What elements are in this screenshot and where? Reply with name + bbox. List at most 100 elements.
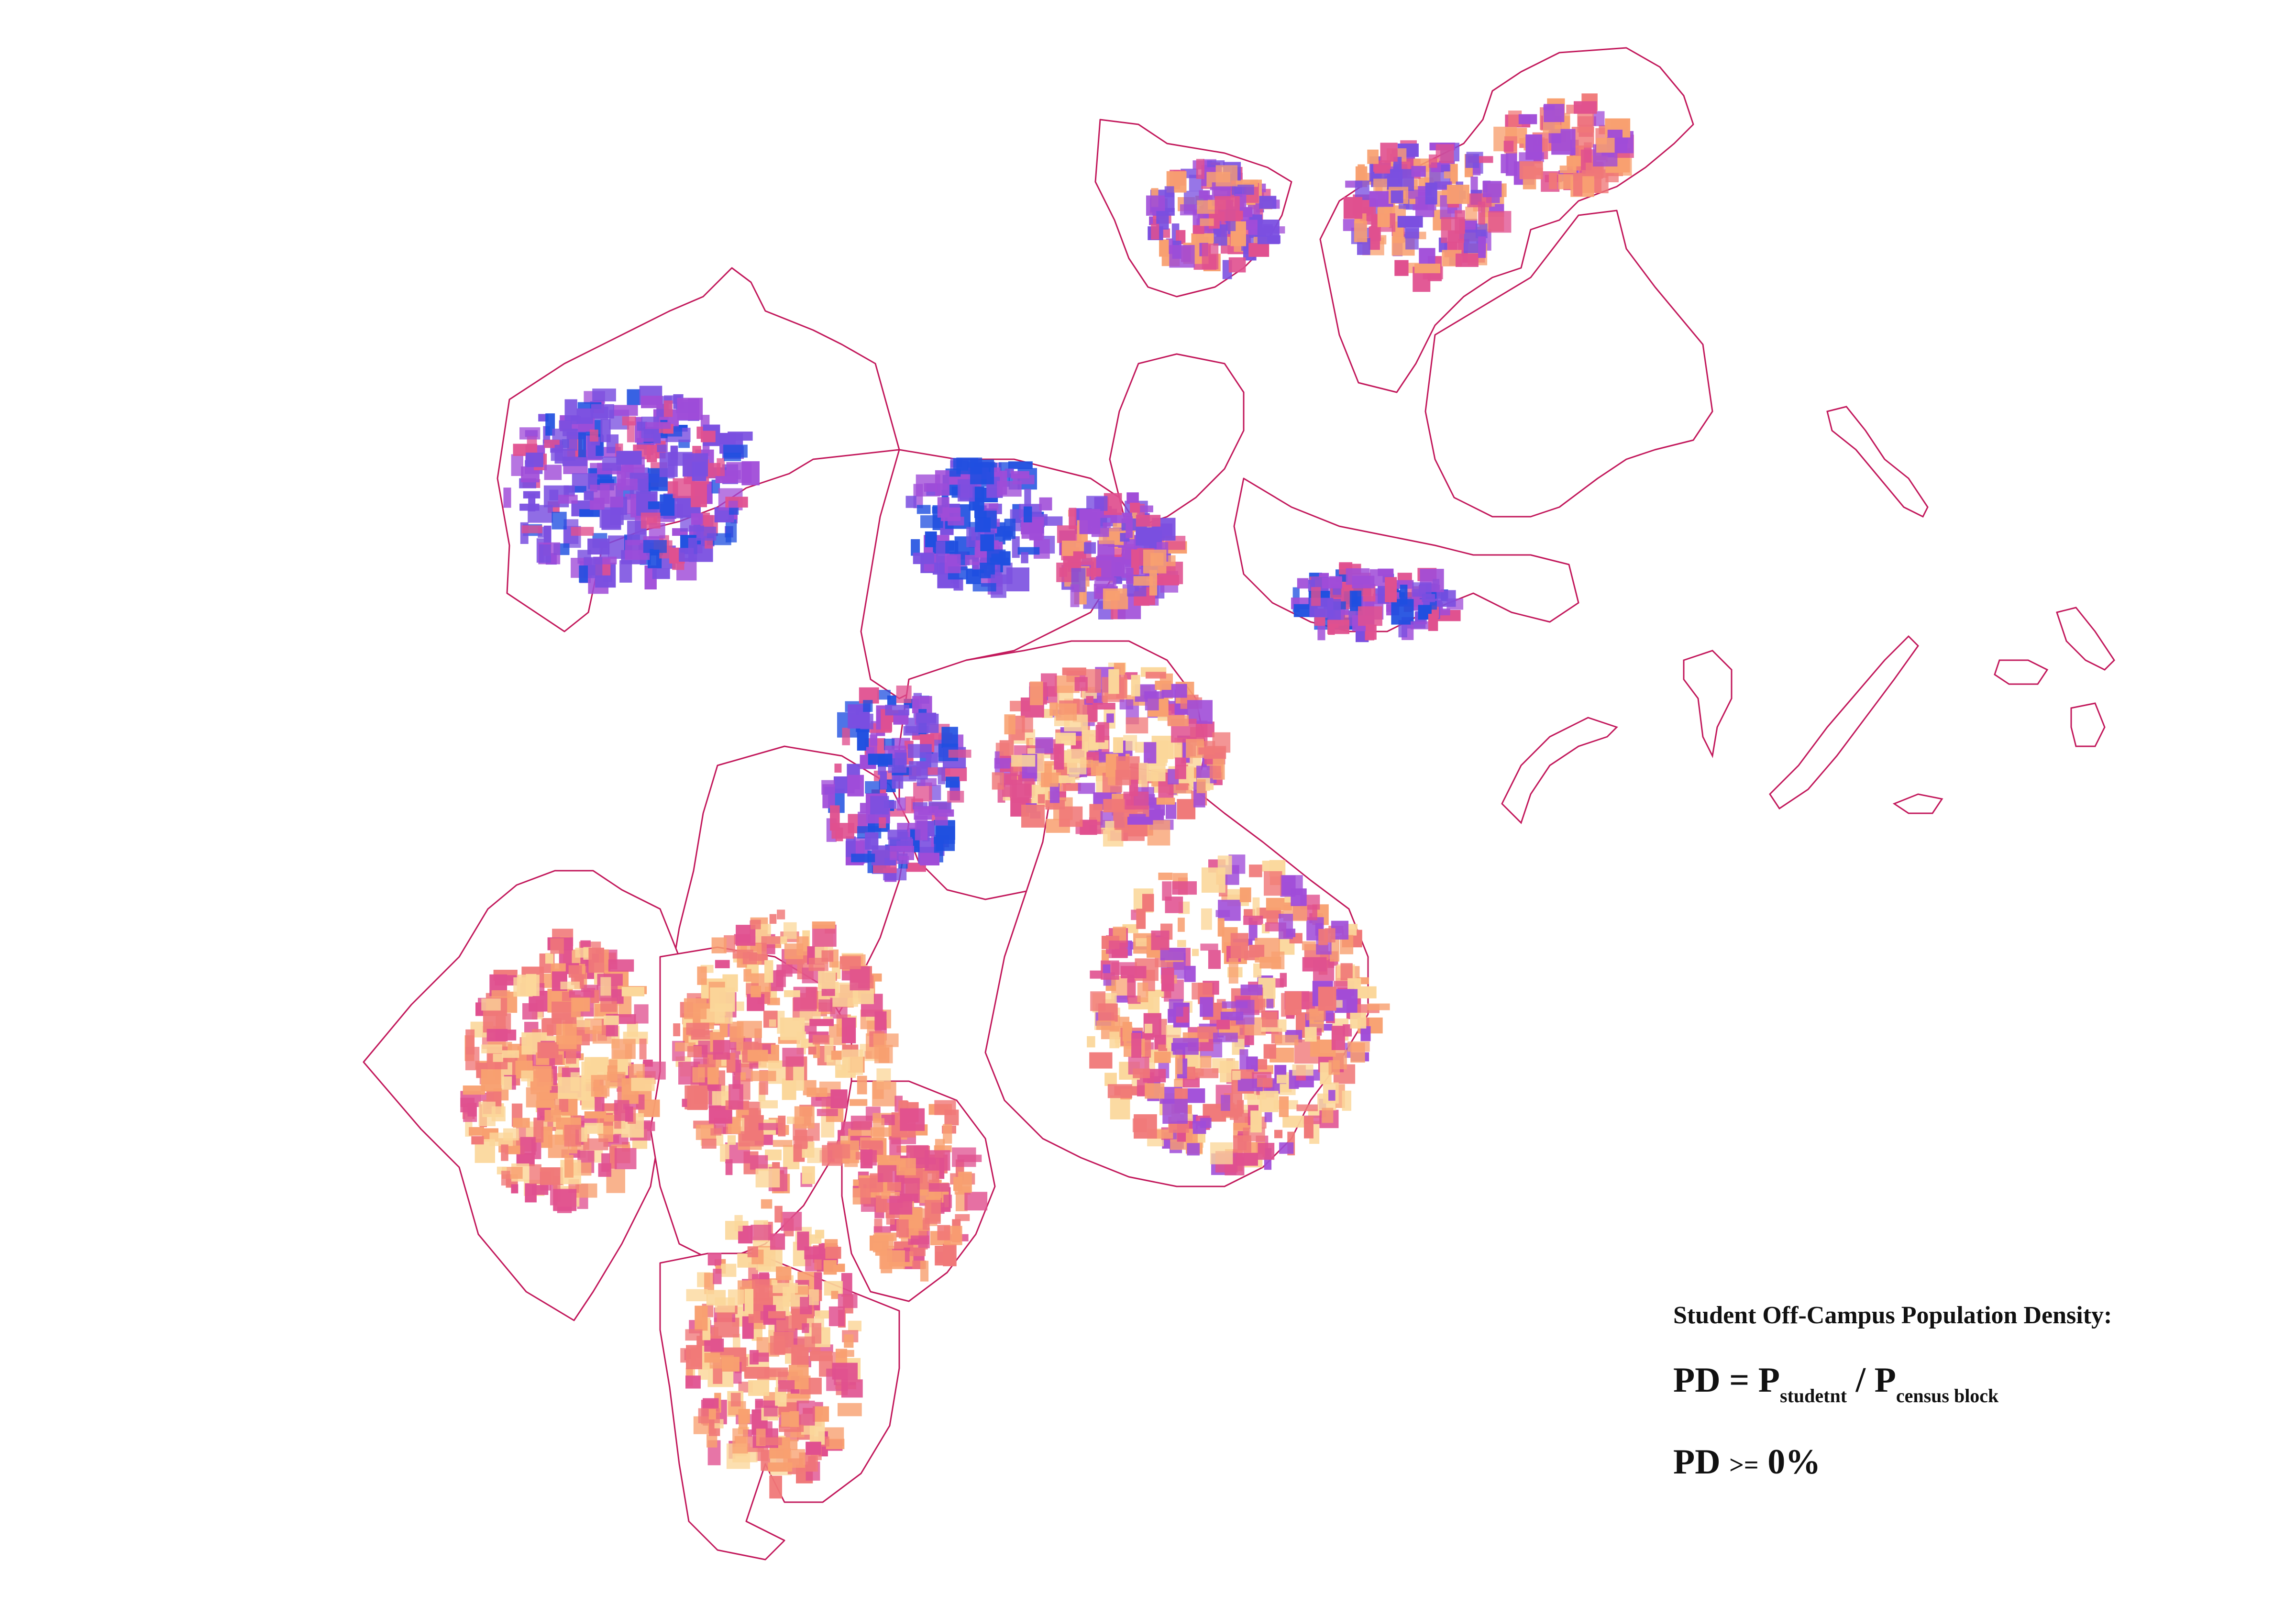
census-block bbox=[1103, 588, 1128, 609]
census-block bbox=[812, 921, 836, 929]
threshold-operator: >= bbox=[1729, 1451, 1759, 1479]
census-block bbox=[744, 1289, 754, 1314]
census-block bbox=[1008, 461, 1033, 469]
census-block bbox=[1436, 590, 1456, 607]
census-block bbox=[755, 1168, 780, 1188]
census-block bbox=[579, 509, 600, 517]
census-block bbox=[797, 1231, 809, 1251]
census-block bbox=[739, 1409, 748, 1429]
census-block bbox=[1087, 1036, 1095, 1048]
census-block bbox=[1055, 732, 1076, 745]
census-block bbox=[784, 922, 797, 939]
census-block bbox=[1164, 186, 1174, 198]
threshold-lhs: PD bbox=[1673, 1442, 1730, 1482]
census-block bbox=[846, 836, 856, 857]
census-block bbox=[795, 1286, 810, 1295]
census-block bbox=[809, 1351, 832, 1362]
census-block bbox=[501, 1144, 508, 1161]
census-block bbox=[924, 483, 938, 492]
census-block bbox=[975, 517, 991, 532]
census-block bbox=[1127, 979, 1136, 1000]
census-block bbox=[972, 583, 996, 592]
census-block bbox=[872, 1081, 896, 1107]
census-block bbox=[1243, 916, 1263, 925]
census-block bbox=[769, 1019, 776, 1027]
census-block bbox=[1182, 1076, 1200, 1088]
census-block bbox=[1126, 492, 1139, 504]
census-block bbox=[861, 1140, 883, 1149]
census-block bbox=[1200, 943, 1218, 951]
census-block bbox=[844, 1334, 854, 1348]
census-block bbox=[737, 1020, 762, 1038]
census-block bbox=[851, 853, 875, 863]
census-block bbox=[831, 1051, 842, 1060]
census-block bbox=[1218, 899, 1241, 921]
census-block bbox=[663, 400, 673, 417]
census-block bbox=[1192, 983, 1213, 1000]
census-block bbox=[685, 1375, 701, 1389]
census-block bbox=[740, 1357, 748, 1366]
census-block bbox=[481, 1069, 502, 1092]
census-block bbox=[1133, 1068, 1150, 1078]
census-block bbox=[781, 1412, 798, 1427]
census-block bbox=[838, 1294, 858, 1308]
census-block bbox=[759, 1437, 782, 1445]
census-block bbox=[569, 990, 595, 998]
census-block bbox=[1217, 918, 1225, 937]
census-block bbox=[645, 422, 671, 429]
census-block bbox=[579, 565, 588, 583]
census-block bbox=[1156, 797, 1175, 805]
census-block bbox=[1394, 580, 1414, 589]
census-block bbox=[806, 1441, 821, 1455]
census-block bbox=[1103, 964, 1111, 974]
census-block bbox=[1343, 197, 1363, 219]
census-block bbox=[873, 1226, 891, 1234]
census-block bbox=[539, 544, 551, 563]
island-small-2 bbox=[2056, 607, 2115, 671]
census-block bbox=[734, 1215, 743, 1231]
census-block bbox=[863, 700, 873, 712]
census-block bbox=[627, 389, 640, 405]
census-block bbox=[747, 1246, 758, 1258]
census-block bbox=[1096, 1020, 1115, 1030]
census-block bbox=[572, 997, 590, 1012]
census-block bbox=[764, 960, 773, 983]
census-block bbox=[1142, 894, 1154, 912]
density-formula: PD = Pstudetnt / Pcensus block bbox=[1673, 1359, 2247, 1418]
census-block bbox=[1258, 1142, 1275, 1160]
census-block bbox=[486, 1029, 508, 1041]
census-block bbox=[774, 1340, 785, 1355]
census-block bbox=[788, 1440, 798, 1451]
census-block bbox=[543, 525, 552, 547]
census-block bbox=[642, 1062, 666, 1080]
census-block bbox=[502, 1050, 519, 1058]
census-block bbox=[1107, 1084, 1132, 1098]
census-block bbox=[928, 1183, 950, 1192]
census-block bbox=[1093, 703, 1115, 710]
census-block bbox=[1257, 1078, 1273, 1087]
census-block bbox=[711, 937, 727, 953]
census-block bbox=[710, 1128, 722, 1136]
harbor-islands bbox=[1501, 406, 2115, 824]
census-block bbox=[865, 781, 880, 794]
census-block bbox=[1086, 753, 1096, 760]
census-block bbox=[847, 775, 864, 797]
census-block bbox=[916, 712, 937, 723]
census-block bbox=[1503, 141, 1514, 152]
census-block bbox=[793, 1065, 805, 1091]
census-block bbox=[870, 796, 889, 815]
census-block bbox=[1304, 1027, 1317, 1042]
census-block bbox=[1342, 1090, 1351, 1111]
census-block bbox=[647, 445, 657, 463]
census-block bbox=[726, 519, 737, 543]
census-block bbox=[1136, 515, 1161, 527]
census-block bbox=[1291, 888, 1307, 906]
census-block bbox=[1175, 1049, 1183, 1074]
island-small-4 bbox=[1892, 793, 1943, 814]
census-block bbox=[1185, 1088, 1205, 1103]
census-block bbox=[814, 1272, 822, 1290]
census-block bbox=[983, 503, 998, 511]
census-block bbox=[643, 540, 667, 553]
density-threshold: PD >= 0% bbox=[1673, 1440, 2247, 1486]
census-block bbox=[1192, 225, 1204, 234]
